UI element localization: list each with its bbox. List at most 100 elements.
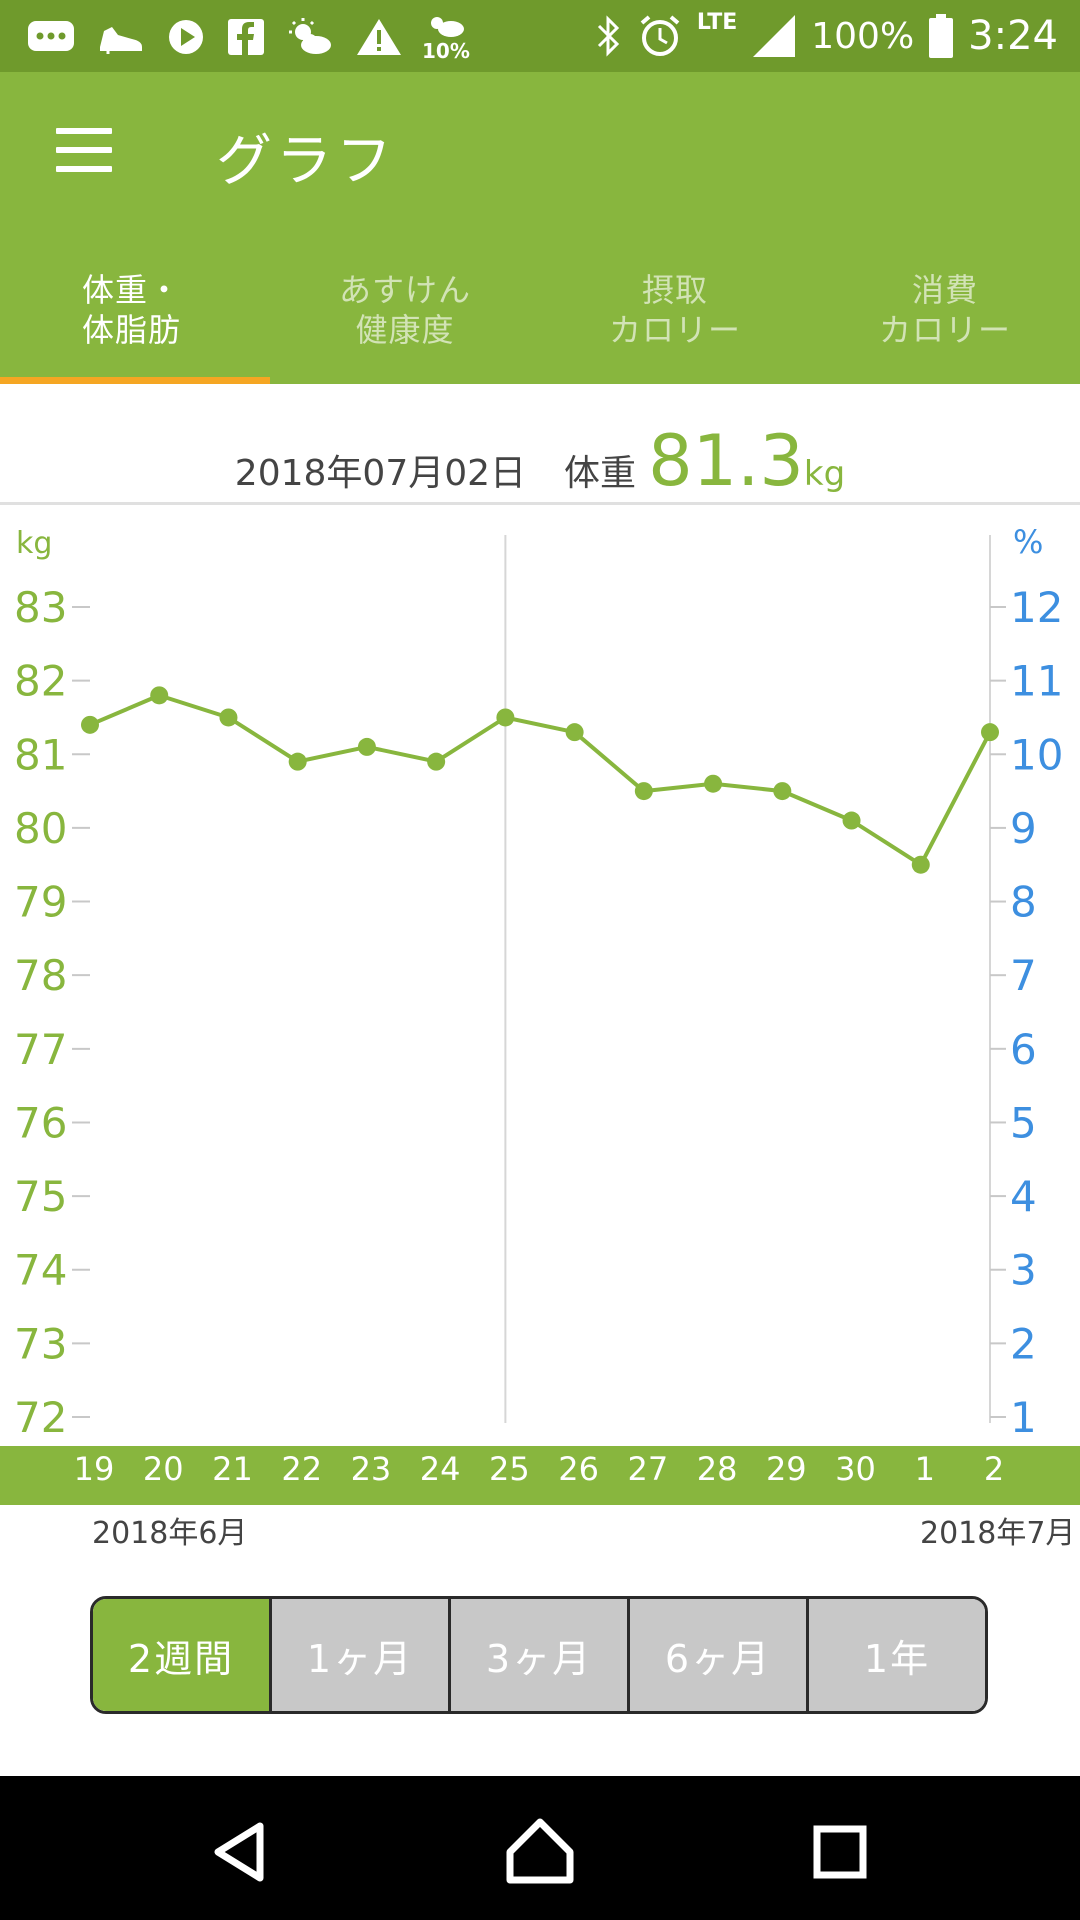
- x-tick-label: 22: [281, 1450, 322, 1488]
- clock: 3:24: [968, 13, 1058, 59]
- y-right-tick-label: 6: [1010, 1025, 1037, 1074]
- range-6months-button[interactable]: 6ヶ月: [627, 1599, 806, 1711]
- y-left-tick-label: 74: [14, 1246, 67, 1295]
- x-tick-label: 21: [212, 1450, 253, 1488]
- weight-data-point: [565, 723, 584, 742]
- x-tick-label: 28: [697, 1450, 738, 1488]
- weight-data-point: [773, 782, 792, 801]
- page-title: グラフ: [216, 129, 396, 194]
- tab-health-score[interactable]: あすけん 健康度: [270, 235, 540, 384]
- weight-data-point: [911, 855, 930, 874]
- tab-label-line1: 消費: [911, 270, 978, 309]
- month-start-label: 2018年6月: [92, 1516, 248, 1551]
- tab-weight-bodyfat[interactable]: 体重・ 体脂肪: [0, 235, 270, 384]
- x-tick-label: 19: [74, 1450, 115, 1488]
- y-axis-left-unit: kg: [16, 526, 52, 561]
- x-tick-label: 20: [143, 1450, 184, 1488]
- tab-label-line1: 摂取: [641, 270, 708, 309]
- weight-data-point: [81, 715, 99, 734]
- y-left-tick-label: 81: [14, 730, 67, 779]
- weight-data-point: [842, 811, 861, 830]
- x-tick-label: 23: [351, 1450, 392, 1488]
- weight-data-point: [288, 752, 307, 771]
- y-left-tick-label: 82: [14, 657, 67, 706]
- y-left-tick-label: 83: [14, 583, 67, 632]
- weight-data-point: [219, 708, 238, 727]
- range-1month-button[interactable]: 1ヶ月: [269, 1599, 448, 1711]
- navigation-bar: [0, 1776, 1080, 1920]
- x-tick-label: 1: [915, 1450, 935, 1488]
- bluetooth-icon: [593, 14, 623, 58]
- hamburger-menu-icon[interactable]: [44, 128, 114, 178]
- weight-data-point: [357, 737, 376, 756]
- x-tick-label: 24: [420, 1450, 461, 1488]
- y-right-tick-label: 10: [1010, 730, 1063, 779]
- x-tick-label: 27: [627, 1450, 668, 1488]
- active-tab-indicator: [0, 377, 270, 384]
- shoe-icon: [96, 17, 146, 57]
- weight-data-point: [496, 708, 515, 727]
- notification-icons: 10%: [26, 12, 470, 63]
- weight-chart[interactable]: kg %8382818079787776757473721211109876543…: [0, 505, 1080, 1505]
- y-right-tick-label: 9: [1010, 804, 1037, 853]
- y-right-tick-label: 7: [1010, 951, 1037, 1000]
- selected-date: 2018年07月02日: [234, 453, 527, 494]
- y-right-tick-label: 11: [1010, 657, 1063, 706]
- signal-icon: [751, 13, 797, 59]
- y-right-tick-label: 2: [1010, 1319, 1037, 1368]
- weight-series-line: [89, 693, 992, 867]
- y-left-tick-label: 80: [14, 804, 67, 853]
- home-icon[interactable]: [500, 1812, 580, 1892]
- y-left-tick-label: 76: [14, 1098, 67, 1147]
- messages-icon: [26, 17, 76, 57]
- alarm-icon: [637, 13, 683, 59]
- tab-label-line2: 体脂肪: [82, 310, 182, 349]
- x-axis-strip: [0, 1446, 1080, 1505]
- x-tick-label: 26: [558, 1450, 599, 1488]
- rain-chance-value: 10%: [422, 39, 470, 63]
- x-tick-label: 29: [766, 1450, 807, 1488]
- tab-bar: 体重・ 体脂肪 あすけん 健康度 摂取 カロリー 消費 カロリー: [0, 235, 1080, 384]
- tab-label-line2: カロリー: [878, 310, 1011, 349]
- y-left-tick-label: 72: [14, 1393, 67, 1442]
- range-2weeks-button[interactable]: 2週間: [93, 1599, 269, 1711]
- range-selector: 2週間 1ヶ月 3ヶ月 6ヶ月 1年: [90, 1596, 988, 1714]
- weight-value: 81.3: [648, 420, 804, 502]
- weight-data-point: [427, 752, 446, 771]
- weight-data-point: [704, 774, 723, 793]
- y-right-tick-label: 12: [1010, 583, 1063, 632]
- y-left-tick-label: 79: [14, 878, 67, 927]
- back-icon[interactable]: [200, 1812, 280, 1892]
- y-left-tick-label: 78: [14, 951, 67, 1000]
- facebook-icon: [226, 17, 266, 57]
- divider: [0, 502, 1080, 505]
- y-right-tick-label: 1: [1010, 1393, 1037, 1442]
- y-axis-right-unit: %: [1013, 523, 1043, 561]
- tab-label-line2: 健康度: [355, 310, 455, 349]
- month-end-label: 2018年7月: [920, 1516, 1076, 1551]
- recents-icon[interactable]: [800, 1812, 880, 1892]
- range-3months-button[interactable]: 3ヶ月: [448, 1599, 627, 1711]
- battery-icon: [928, 13, 954, 59]
- battery-percent: 100%: [811, 15, 915, 57]
- tab-calorie-intake[interactable]: 摂取 カロリー: [540, 235, 810, 384]
- y-left-tick-label: 73: [14, 1319, 67, 1368]
- tab-label-line2: カロリー: [608, 310, 741, 349]
- range-1year-button[interactable]: 1年: [806, 1599, 985, 1711]
- tab-calorie-burned[interactable]: 消費 カロリー: [810, 235, 1080, 384]
- y-left-tick-label: 75: [14, 1172, 67, 1221]
- weight-unit: kg: [803, 454, 846, 494]
- y-right-tick-label: 5: [1010, 1098, 1037, 1147]
- y-right-tick-label: 3: [1010, 1246, 1037, 1295]
- weight-data-point: [634, 782, 653, 801]
- warning-icon: [356, 17, 402, 57]
- weight-label: 体重: [564, 453, 637, 494]
- app-toolbar: グラフ: [0, 72, 1080, 235]
- x-tick-label: 30: [835, 1450, 876, 1488]
- tab-label-line1: あすけん: [338, 270, 471, 309]
- y-right-tick-label: 4: [1010, 1172, 1037, 1221]
- status-bar: 10% LTE 100% 3:24: [0, 0, 1080, 72]
- tab-label-line1: 体重・: [82, 270, 182, 309]
- weight-data-point: [981, 723, 999, 742]
- network-type: LTE: [696, 9, 738, 35]
